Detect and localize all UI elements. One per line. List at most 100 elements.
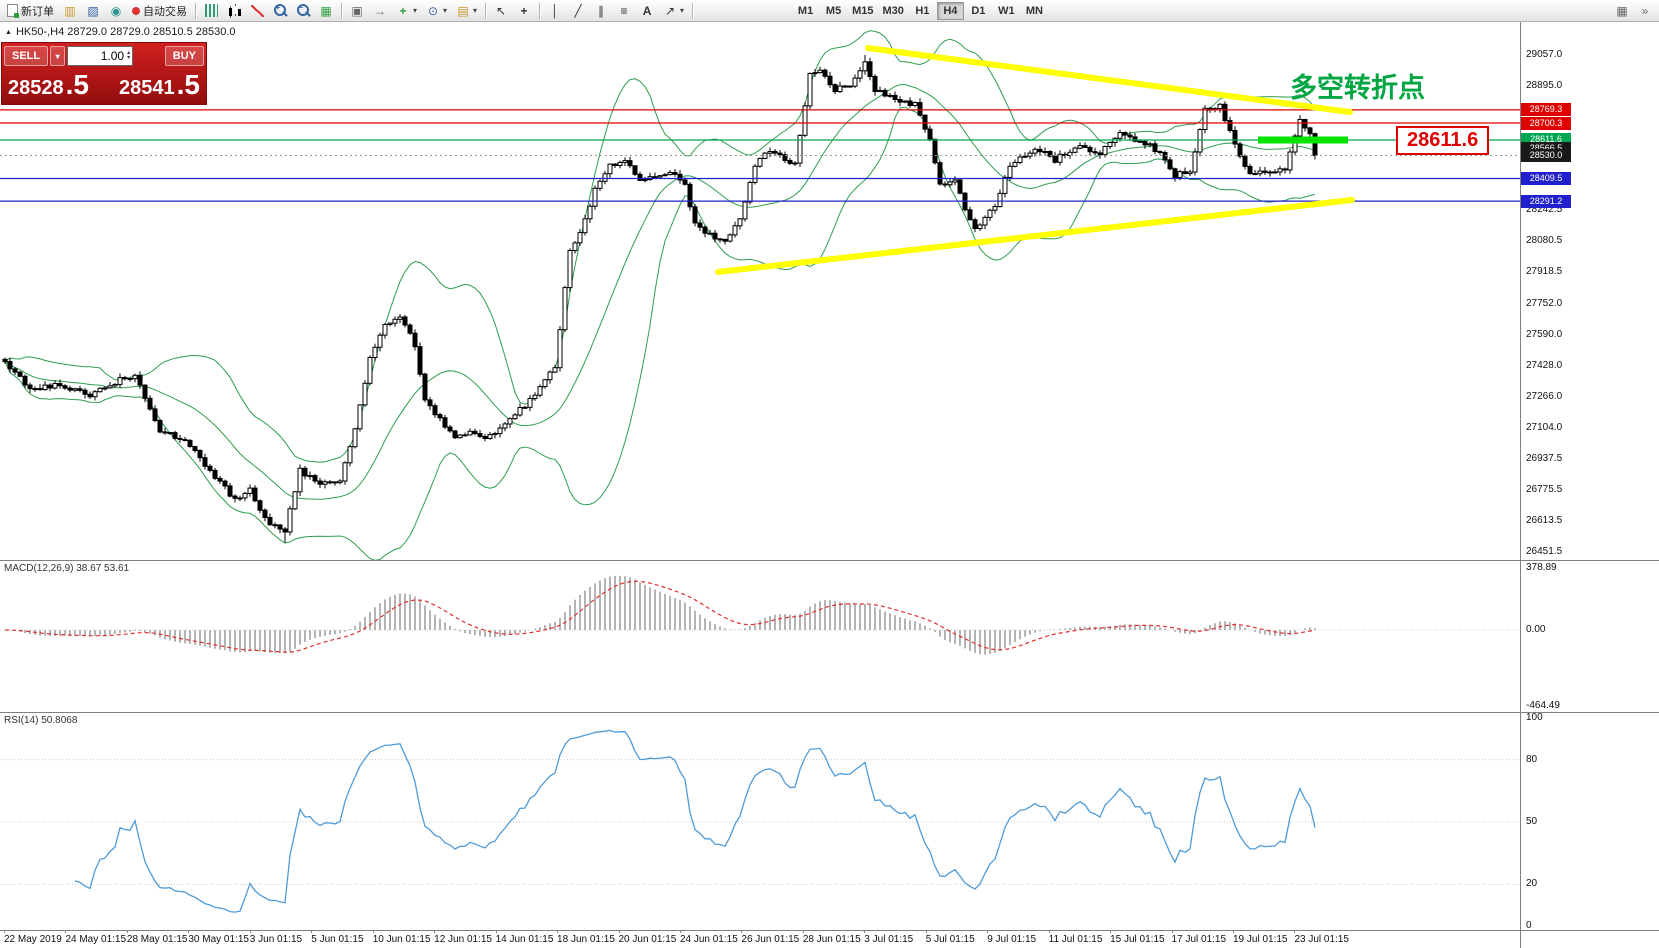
timeframe-h4-button[interactable]: H4 [936,1,964,20]
price-tick: 27752.0 [1526,297,1563,309]
toolbar-overflow-button[interactable]: » [1634,1,1656,21]
cursor-button[interactable]: ↖ [490,1,512,21]
periods-button[interactable]: ⊙ ▾ [422,1,451,21]
trendline-icon: ╱ [574,3,582,18]
tile-windows-button[interactable]: ▦ [315,1,337,21]
price-tick: 27428.0 [1526,359,1563,371]
vertical-line-button[interactable]: │ [544,1,566,21]
spin-down-icon[interactable]: ▾ [127,55,131,61]
bar-chart-type-button[interactable] [200,1,222,21]
toolbar-separator [692,2,694,19]
time-label: 9 Jul 01:15 [987,930,1037,945]
main-toolbar: 新订单 ▥ ▨ ◉ 自动交易 + − ▦ ▣ → + ▾ ⊙ ▾ ▤ ▾ ↖ + │ … [0,0,1659,22]
cursor-icon: ↖ [496,3,507,18]
layouts-button[interactable]: ▥ [59,1,81,21]
profiles-ic: ▨ [87,3,99,18]
toolbar-separator [195,2,196,19]
price-tick: 27590.0 [1526,328,1563,340]
zoom-out-button[interactable]: − [292,1,314,21]
trendline-button[interactable]: ╱ [567,1,589,21]
timeframe-w1-button[interactable]: W1 [993,2,1020,20]
time-label: 10 Jun 01:15 [372,930,431,945]
sell-button[interactable]: SELL [4,46,49,66]
macd-axis-label: 0.00 [1526,624,1546,635]
vertical-line-icon: │ [551,3,559,18]
dropdown-caret-icon: ▾ [473,6,478,15]
auto-arrange-button[interactable]: ▣ [346,1,368,21]
timeframe-toolbar: M1 M5 M15 M30 H1 H4 D1 W1 MN [792,1,1048,20]
timeframe-mn-button[interactable]: MN [1021,2,1048,20]
volume-input[interactable]: 1.00 ▴ ▾ [67,46,134,66]
chart-shift-button[interactable]: → [369,1,391,21]
time-label: 5 Jul 01:15 [925,930,975,945]
price-tick: 28895.0 [1526,79,1563,91]
panel-divider[interactable] [0,930,1659,931]
price-tick: 28242.5 [1526,204,1563,216]
buy-price[interactable]: 28541.5 [119,69,200,101]
candlestick-chart-type-button[interactable] [223,1,245,21]
timeframe-m30-button[interactable]: M30 [878,2,907,20]
new-order-button[interactable]: 新订单 [3,1,58,21]
fibonacci-icon: ≡ [620,3,628,18]
rsi-axis-label: 20 [1526,878,1538,890]
periods-icon: ⊙ [427,3,439,18]
candlestick-chart-icon [227,3,241,18]
timeframe-m1-button[interactable]: M1 [792,2,819,20]
order-options-dropdown[interactable]: ▾ [50,46,66,66]
buy-price-main: 28541 [119,76,175,99]
rsi-indicator-label: RSI(14) 50.8068 [4,715,78,726]
zoom-in-button[interactable]: + [269,1,291,21]
profiles-button[interactable]: ▨ [82,1,104,21]
time-label: 26 Jun 01:15 [741,930,800,945]
fibonacci-button[interactable]: ≡ [613,1,635,21]
text-tool-button[interactable]: A [636,1,658,21]
autotrading-label: 自动交易 [143,5,187,18]
indicators-button[interactable]: + ▾ [392,1,421,21]
refresh-icon: ◉ [110,3,122,18]
one-click-trading-panel: SELL ▾ 1.00 ▴ ▾ BUY 28528.5 28541.5 [1,42,207,105]
time-label: 12 Jun 01:15 [434,930,492,945]
timeframe-m15-button[interactable]: M15 [848,2,877,20]
refresh-button[interactable]: ◉ [105,1,127,21]
equidistant-channel-button[interactable]: ∥ [590,1,612,21]
panel-divider[interactable] [0,712,1659,713]
level-callout-box[interactable]: 28611.6 [1396,126,1490,155]
panel-divider[interactable] [0,560,1659,561]
chart-symbol-header: ▲ HK50-,H4 28729.0 28729.0 28510.5 28530… [5,26,236,38]
autotrading-icon [132,6,140,15]
price-tick: 27918.5 [1526,266,1563,278]
time-label: 28 May 01:15 [126,930,188,945]
buy-button[interactable]: BUY [164,46,204,66]
price-tag: 28530.0 [1521,149,1571,163]
volume-spinner[interactable]: ▴ ▾ [127,50,131,61]
time-axis[interactable]: 22 May 2019 24 May 01:15 28 May 01:15 30 Ma… [0,930,1520,948]
sell-price-main: 28528 [8,76,64,99]
templates-icon: ▤ [457,3,469,18]
spin-up-icon[interactable]: ▴ [127,50,131,56]
line-chart-icon [250,4,264,17]
line-chart-type-button[interactable] [246,1,268,21]
volume-value: 1.00 [100,49,125,63]
zoom-out-icon: − [296,3,310,17]
dropdown-caret-icon: ▾ [413,6,418,15]
turning-point-annotation[interactable]: 多空转折点 [1290,73,1425,103]
crosshair-button[interactable]: + [513,1,535,21]
docking-button[interactable]: ▦ [1611,1,1633,21]
auto-arrange-icon: ▣ [351,3,363,18]
new-order-label: 新订单 [21,5,54,18]
timeframe-h1-button[interactable]: H1 [909,2,936,20]
buy-price-frac: .5 [176,68,200,100]
sell-price[interactable]: 28528.5 [8,69,89,101]
time-label: 30 May 01:15 [188,930,249,945]
arrows-tool-button[interactable]: ↗ ▾ [659,1,688,21]
templates-button[interactable]: ▤ ▾ [452,1,481,21]
time-label: 17 Jul 01:15 [1171,930,1227,945]
bar-chart-icon [204,4,218,17]
price-tick: 26613.5 [1526,515,1563,527]
rsi-axis-label: 100 [1526,712,1543,723]
time-label: 24 Jun 01:15 [679,930,738,945]
autotrading-button[interactable]: 自动交易 [128,1,191,21]
timeframe-d1-button[interactable]: D1 [965,2,992,20]
timeframe-m5-button[interactable]: M5 [820,2,847,20]
